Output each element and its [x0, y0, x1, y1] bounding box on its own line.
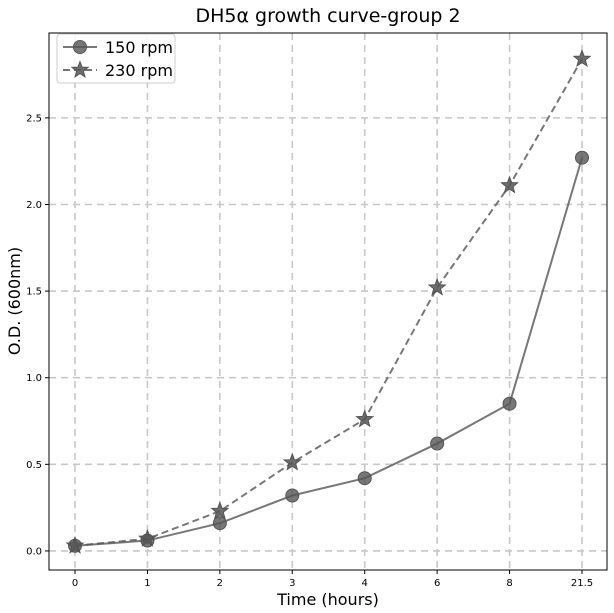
x-tick-label: 21.5 [571, 578, 593, 589]
legend-item: 230 rpm [63, 60, 173, 80]
x-axis-label: Time (hours) [276, 590, 379, 609]
x-ticks: 0 1 2 3 4 6 8 21.5 [72, 570, 593, 589]
legend-label: 150 rpm [105, 38, 173, 57]
legend: 150 rpm 230 rpm [56, 33, 176, 84]
y-tick-label: 1.5 [26, 287, 42, 298]
data-point [572, 49, 592, 68]
data-point [355, 409, 375, 428]
legend-marker [70, 60, 90, 79]
data-point [575, 150, 589, 165]
y-tick-label: 2.5 [26, 113, 42, 124]
data-point [357, 471, 372, 486]
series-layer [65, 49, 592, 554]
data-point [427, 277, 447, 296]
series-line [74, 157, 583, 547]
y-tick-label: 1.0 [26, 373, 42, 384]
x-tick-label: 6 [434, 578, 440, 589]
x-tick-label: 4 [362, 578, 368, 589]
chart-title: DH5α growth curve-group 2 [195, 5, 460, 27]
x-tick-label: 0 [72, 578, 78, 589]
data-point [502, 396, 517, 411]
data-point [212, 516, 227, 531]
data-point [137, 528, 157, 547]
y-axis-label: O.D. (600nm) [5, 247, 24, 355]
data-point [285, 488, 300, 503]
y-tick-label: 2.0 [26, 200, 42, 211]
legend-item: 150 rpm [63, 38, 173, 57]
data-point [210, 501, 230, 520]
series-line [74, 58, 583, 547]
data-point [430, 436, 445, 451]
legend-marker [73, 40, 87, 54]
y-tick-label: 0.5 [26, 460, 42, 471]
legend-label: 230 rpm [105, 61, 173, 80]
x-tick-label: 2 [217, 578, 223, 589]
series-2 [65, 49, 592, 554]
grid-layer [49, 33, 607, 570]
x-tick-label: 1 [144, 578, 150, 589]
data-point [282, 452, 302, 471]
x-tick-label: 8 [506, 578, 512, 589]
x-tick-label: 3 [289, 578, 295, 589]
data-point [65, 535, 85, 554]
y-ticks: 0.0 0.5 1.0 1.5 2.0 2.5 [26, 113, 49, 557]
plot-frame [48, 32, 608, 571]
y-tick-label: 0.0 [26, 546, 42, 557]
data-point [500, 175, 520, 194]
legend-items: 150 rpm 230 rpm [63, 38, 173, 80]
